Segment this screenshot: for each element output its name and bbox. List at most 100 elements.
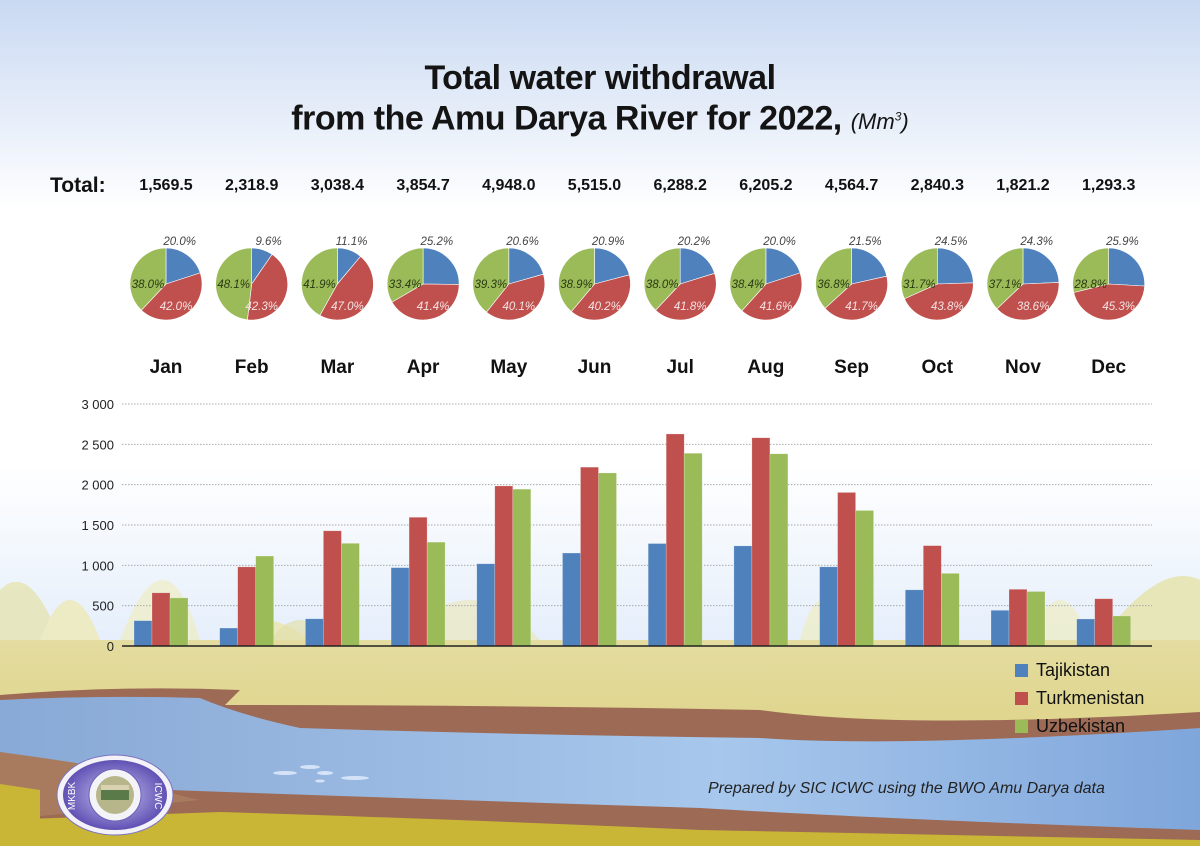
pie-slice-tajikistan-apr xyxy=(422,247,460,285)
y-tick-label-3000: 3 000 xyxy=(81,397,114,412)
unit-superscript: 3 xyxy=(894,110,902,124)
source-note: Prepared by SIC ICWC using the BWO Amu D… xyxy=(708,780,1105,797)
y-tick-label-1000: 1 000 xyxy=(81,558,114,573)
month-label-dec: Dec xyxy=(1091,357,1127,378)
pie-aug: 20.0% 38.4% 41.6% xyxy=(729,236,803,321)
pie-label-uzbekistan-oct: 31.7% xyxy=(903,279,936,291)
pie-slice-turkmenistan-apr xyxy=(391,283,460,321)
pie-label-turkmenistan-oct: 43.8% xyxy=(931,301,964,313)
legend-item-tajikistan: Tajikistan xyxy=(1015,656,1144,684)
total-value-dec: 1,293.3 xyxy=(1081,177,1136,194)
y-tick-label-1500: 1 500 xyxy=(81,518,114,533)
pie-slice-tajikistan-jun xyxy=(594,247,630,285)
pie-label-tajikistan-apr: 25.2% xyxy=(419,236,453,248)
pie-label-uzbekistan-mar: 41.9% xyxy=(303,279,336,291)
bar-turkmenistan-nov xyxy=(1008,588,1028,647)
bar-uzbekistan-mar xyxy=(341,543,360,647)
pie-label-turkmenistan-nov: 38.6% xyxy=(1017,301,1050,313)
pie-slice-tajikistan-jul xyxy=(679,247,715,285)
pie-slice-tajikistan-jan xyxy=(165,247,201,285)
pie-label-tajikistan-jul: 20.2% xyxy=(677,236,711,248)
pie-label-turkmenistan-sep: 41.7% xyxy=(845,301,878,313)
bar-tajikistan-dec xyxy=(1076,618,1095,647)
bar-turkmenistan-dec xyxy=(1094,598,1113,647)
total-value-apr: 3,854.7 xyxy=(396,177,450,194)
legend-swatch-turkmenistan xyxy=(1015,691,1028,705)
bar-turkmenistan-sep xyxy=(837,492,856,647)
pie-label-turkmenistan-may: 40.1% xyxy=(502,301,535,313)
pie-mar: 11.1% 41.9% 47.0% xyxy=(301,236,374,321)
pie-label-tajikistan-may: 20.6% xyxy=(505,236,539,248)
totals-label: Total: xyxy=(50,174,106,197)
pie-label-turkmenistan-apr: 41.4% xyxy=(417,301,450,313)
bar-tajikistan-aug xyxy=(733,545,753,647)
pie-label-tajikistan-mar: 11.1% xyxy=(336,236,368,248)
month-label-apr: Apr xyxy=(406,357,440,378)
pie-label-turkmenistan-feb: 42.3% xyxy=(245,301,278,313)
chart-title-line1: Total water withdrawal xyxy=(424,59,776,97)
pie-slice-uzbekistan-feb xyxy=(215,247,252,321)
pie-slice-turkmenistan-aug xyxy=(741,272,803,321)
pie-feb: 9.6% 48.1% 42.3% xyxy=(215,236,288,321)
month-label-jul: Jul xyxy=(666,357,694,378)
pie-jan: 20.0% 38.0% 42.0% xyxy=(129,236,203,321)
pie-slice-tajikistan-oct xyxy=(937,247,974,285)
unit-label: (Mm3) xyxy=(851,109,909,134)
legend-label-tajikistan: Tajikistan xyxy=(1036,659,1111,680)
month-label-jun: Jun xyxy=(577,357,612,378)
unit-base: (Mm xyxy=(850,109,895,135)
legend-item-turkmenistan: Turkmenistan xyxy=(1015,684,1144,712)
pie-slice-turkmenistan-nov xyxy=(996,282,1060,321)
bar-tajikistan-may xyxy=(476,563,496,647)
pie-label-tajikistan-feb: 9.6% xyxy=(255,236,281,248)
bar-uzbekistan-feb xyxy=(255,555,274,647)
pie-label-uzbekistan-dec: 28.8% xyxy=(1073,279,1107,291)
pie-label-uzbekistan-apr: 33.4% xyxy=(389,279,422,291)
legend: Tajikistan Turkmenistan Uzbekistan xyxy=(1015,656,1144,740)
pie-label-tajikistan-dec: 25.9% xyxy=(1105,236,1139,248)
pie-jun: 20.9% 38.9% 40.2% xyxy=(558,236,631,321)
month-label-mar: Mar xyxy=(320,357,355,378)
bar-tajikistan-jul xyxy=(647,543,667,647)
bar-turkmenistan-jan xyxy=(151,592,171,647)
bar-uzbekistan-jul xyxy=(683,452,703,647)
logo-right-text: ICWC xyxy=(152,783,163,810)
pie-label-turkmenistan-jan: 42.0% xyxy=(160,301,193,313)
total-value-may: 4,948.0 xyxy=(482,177,536,194)
bar-turkmenistan-may xyxy=(494,485,514,647)
pie-slice-tajikistan-nov xyxy=(1022,247,1060,285)
bar-uzbekistan-apr xyxy=(426,541,446,647)
pie-slice-uzbekistan-aug xyxy=(729,247,767,312)
month-label-may: May xyxy=(490,357,528,378)
pie-slice-turkmenistan-oct xyxy=(904,282,974,321)
pie-label-uzbekistan-sep: 36.8% xyxy=(817,279,850,291)
legend-item-uzbekistan: Uzbekistan xyxy=(1015,712,1144,740)
pie-label-uzbekistan-nov: 37.1% xyxy=(989,279,1022,291)
pie-label-tajikistan-jun: 20.9% xyxy=(591,236,625,248)
y-tick-label-2000: 2 000 xyxy=(81,478,114,493)
month-label-feb: Feb xyxy=(234,357,269,378)
bar-series xyxy=(133,433,1131,647)
bar-tajikistan-jan xyxy=(133,620,153,647)
pie-slice-turkmenistan-feb xyxy=(247,253,288,321)
chart-title-line2: from the Amu Darya River for 2022, (Mm3) xyxy=(0,97,1200,142)
pie-slice-uzbekistan-mar xyxy=(301,247,338,316)
total-value-jan: 1,569.5 xyxy=(139,177,193,194)
pie-label-tajikistan-sep: 21.5% xyxy=(848,236,882,248)
bar-uzbekistan-sep xyxy=(855,510,874,647)
pie-slice-uzbekistan-sep xyxy=(815,247,852,309)
pie-label-uzbekistan-feb: 48.1% xyxy=(217,279,250,291)
legend-label-uzbekistan: Uzbekistan xyxy=(1036,715,1126,736)
pie-label-uzbekistan-jan: 38.0% xyxy=(132,279,165,291)
pie-slice-uzbekistan-jan xyxy=(129,247,167,311)
pie-dec: 25.9% 28.8% 45.3% xyxy=(1072,236,1145,321)
bar-turkmenistan-jun xyxy=(580,466,599,647)
pie-jul: 20.2% 38.0% 41.8% xyxy=(643,236,717,321)
total-value-jun: 5,515.0 xyxy=(567,177,622,194)
pie-slice-turkmenistan-dec xyxy=(1073,283,1145,321)
bar-uzbekistan-jun xyxy=(598,472,617,647)
month-label-aug: Aug xyxy=(747,357,785,378)
bar-tajikistan-mar xyxy=(305,618,324,647)
bar-turkmenistan-jul xyxy=(665,433,685,647)
